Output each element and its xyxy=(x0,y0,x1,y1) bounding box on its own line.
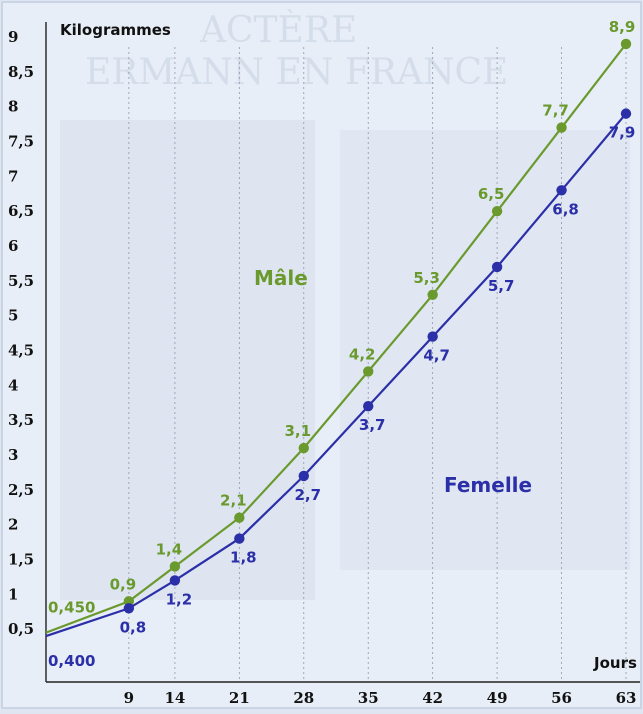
data-point-male-49 xyxy=(491,205,503,217)
data-label-male-63: 8,9 xyxy=(609,18,636,36)
x-tick-9: 9 xyxy=(124,689,134,707)
data-label-female-49: 5,7 xyxy=(488,277,515,295)
y-tick-6: 6 xyxy=(8,237,18,255)
data-label-male-42: 5,3 xyxy=(413,269,440,287)
series-name-male: Mâle xyxy=(254,266,308,290)
data-label-male-28: 3,1 xyxy=(284,422,311,440)
grid xyxy=(128,47,627,682)
data-point-male-42 xyxy=(427,289,438,300)
y-tick-8: 8 xyxy=(8,98,18,116)
data-point-female-21 xyxy=(234,533,245,544)
background-panel-right xyxy=(340,130,630,570)
data-label-male-49: 6,5 xyxy=(478,185,505,203)
x-tick-49: 49 xyxy=(487,689,508,707)
data-point-female-49 xyxy=(491,261,503,273)
data-label-female-28: 2,7 xyxy=(294,486,321,504)
data-label-male-35: 4,2 xyxy=(349,345,376,363)
y-tick-4-5: 4,5 xyxy=(8,342,34,360)
data-label-male-21: 2,1 xyxy=(220,492,247,510)
x-tick-35: 35 xyxy=(358,689,379,707)
data-label-female-9: 0,8 xyxy=(120,618,147,636)
y-tick-8-5: 8,5 xyxy=(8,63,34,81)
data-point-male-14 xyxy=(169,561,181,572)
data-label-female-14: 1,2 xyxy=(166,590,193,608)
y-tick-5: 5 xyxy=(8,307,18,325)
x-tick-42: 42 xyxy=(422,689,443,707)
y-tick-labels: 9 8,5 8 7,5 7 6,5 6 5,5 5 4,5 4 3,5 3 2,5 2 1,5 1 0,5 xyxy=(8,28,34,638)
data-label-female-56: 6,8 xyxy=(552,200,579,218)
data-point-female-14 xyxy=(169,575,181,586)
data-point-male-56 xyxy=(556,122,567,133)
y-tick-0-5: 0,5 xyxy=(8,620,34,638)
y-axis-label: Kilogrammes xyxy=(60,21,171,39)
y-tick-1-5: 1,5 xyxy=(8,551,34,569)
data-label-male-9: 0,9 xyxy=(110,575,137,593)
series: 0,450 0,9 1,4 2,1 3,1 4,2 5,3 6,5 7,7 8,9 0,400 0,8… xyxy=(45,18,636,670)
data-point-female-42 xyxy=(427,331,438,342)
data-point-male-21 xyxy=(234,512,245,523)
x-axis-label: Jours xyxy=(593,654,637,672)
data-point-female-9 xyxy=(123,603,135,614)
data-point-female-35 xyxy=(363,401,374,412)
data-label-male-0: 0,450 xyxy=(48,599,95,617)
data-point-female-63 xyxy=(620,108,632,119)
watermark-line-1: ACTÈRE xyxy=(199,9,357,51)
data-point-male-28 xyxy=(298,442,309,454)
data-label-female-0: 0,400 xyxy=(48,652,95,670)
series-line-female xyxy=(45,112,627,638)
background-panel-left xyxy=(60,120,315,600)
x-tick-28: 28 xyxy=(293,689,314,707)
y-tick-1: 1 xyxy=(8,585,18,603)
x-tick-labels: 9 14 21 28 35 42 49 56 63 xyxy=(124,689,637,707)
data-label-male-56: 7,7 xyxy=(542,102,569,120)
watermark-line-2: ERMANN EN FRANCE xyxy=(85,52,508,93)
data-label-male-14: 1,4 xyxy=(156,540,183,558)
y-tick-7-5: 7,5 xyxy=(8,133,34,151)
y-tick-5-5: 5,5 xyxy=(8,272,34,290)
y-tick-4: 4 xyxy=(8,376,18,394)
data-label-female-21: 1,8 xyxy=(230,549,257,567)
y-tick-6-5: 6,5 xyxy=(8,202,34,220)
data-label-female-63: 7,9 xyxy=(609,124,636,142)
data-label-female-35: 3,7 xyxy=(359,416,386,434)
y-tick-9: 9 xyxy=(8,28,18,46)
y-tick-3: 3 xyxy=(8,446,18,464)
data-point-female-28 xyxy=(298,470,309,482)
y-tick-3-5: 3,5 xyxy=(8,411,34,429)
series-name-female: Femelle xyxy=(444,473,532,497)
data-point-male-35 xyxy=(363,366,374,377)
x-tick-21: 21 xyxy=(229,689,250,707)
data-label-female-42: 4,7 xyxy=(423,347,450,365)
x-tick-56: 56 xyxy=(551,689,572,707)
data-point-female-56 xyxy=(556,185,567,196)
y-tick-2: 2 xyxy=(8,516,18,534)
x-tick-63: 63 xyxy=(616,689,637,707)
x-tick-14: 14 xyxy=(164,689,185,707)
y-tick-2-5: 2,5 xyxy=(8,481,34,499)
y-tick-7: 7 xyxy=(8,167,18,185)
series-line-male xyxy=(45,43,627,634)
data-point-male-63 xyxy=(620,38,632,50)
